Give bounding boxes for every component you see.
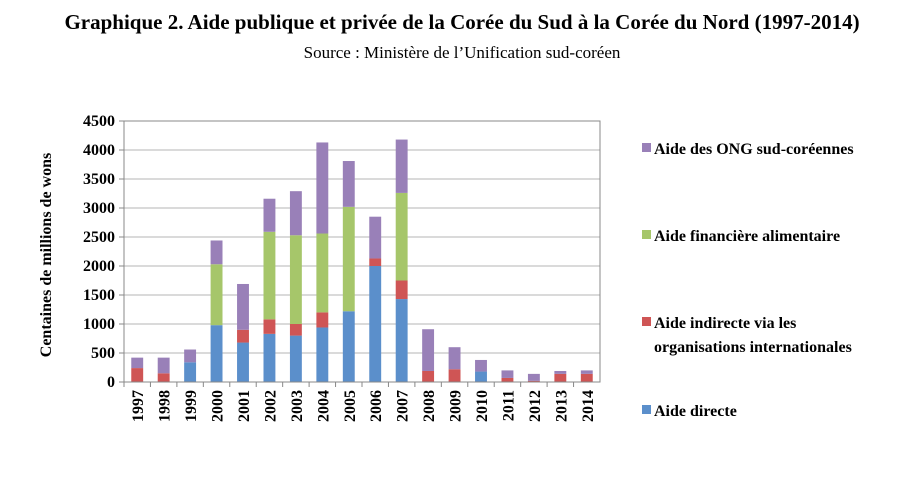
bar-segment bbox=[237, 342, 249, 382]
bar-segment bbox=[263, 231, 276, 320]
x-tick-label: 1997 bbox=[130, 390, 147, 422]
bar-segment bbox=[527, 373, 540, 381]
bar-segment bbox=[316, 312, 329, 328]
bar-segment bbox=[342, 311, 355, 382]
bar-segment bbox=[369, 216, 382, 259]
y-tick-label: 3500 bbox=[83, 171, 115, 188]
bar-segment bbox=[316, 327, 329, 382]
chart-subtitle: Source : Ministère de l’Unification sud-… bbox=[303, 43, 621, 62]
bar-segment bbox=[501, 377, 514, 382]
bar-segment bbox=[289, 191, 302, 236]
bar-segment bbox=[422, 370, 435, 382]
x-tick-label: 2001 bbox=[236, 390, 253, 422]
bar-segment bbox=[131, 357, 144, 369]
legend-swatch bbox=[642, 143, 651, 152]
bar-segment bbox=[210, 325, 223, 382]
y-tick-label: 4500 bbox=[83, 113, 115, 130]
x-tick-label: 2002 bbox=[262, 390, 279, 422]
bar-segment bbox=[263, 198, 276, 232]
bar-segment bbox=[342, 206, 355, 312]
bar-segment bbox=[554, 370, 567, 374]
grid-layer bbox=[124, 120, 600, 383]
x-tick-label: 2009 bbox=[448, 390, 465, 422]
bar-segment bbox=[184, 349, 197, 363]
legend-label: Aide financière alimentaire bbox=[654, 228, 840, 245]
legend-layer: Aide des ONG sud-coréennes Aide financièr… bbox=[642, 141, 854, 420]
bar-segment bbox=[289, 324, 302, 336]
legend-swatch bbox=[642, 405, 651, 414]
y-tick-label: 3000 bbox=[83, 200, 115, 217]
bar-segment bbox=[527, 380, 540, 382]
legend-label: Aide directe bbox=[654, 403, 737, 420]
bar-segment bbox=[475, 359, 487, 372]
bar-segment bbox=[263, 319, 276, 334]
legend-swatch bbox=[642, 230, 651, 239]
bar-segment bbox=[395, 280, 408, 300]
x-tick-label: 2003 bbox=[289, 390, 306, 422]
x-tick-label: 2011 bbox=[500, 390, 517, 421]
bar-segment bbox=[395, 299, 408, 382]
bar-segment bbox=[157, 357, 170, 374]
y-axis-title: Centaines de millions de wons bbox=[38, 153, 55, 357]
bar-segment bbox=[448, 347, 461, 370]
bar-segment bbox=[369, 258, 382, 266]
bar-segment bbox=[554, 373, 567, 382]
x-tick-label: 1999 bbox=[183, 390, 200, 422]
x-tick-label: 2004 bbox=[315, 390, 332, 422]
bar-segment bbox=[263, 333, 276, 382]
axis-layer: 0 500 1000 1500 2000 2500 3000 3500 4000 4500 1997… bbox=[83, 113, 601, 422]
x-tick-label: 2005 bbox=[342, 390, 359, 422]
y-tick-label: 2500 bbox=[83, 229, 115, 246]
bar-segment bbox=[342, 161, 355, 207]
legend-label: Aide des ONG sud-coréennes bbox=[654, 141, 854, 158]
bar-segment bbox=[157, 373, 170, 382]
x-tick-label: 2014 bbox=[580, 390, 597, 422]
y-tick-label: 1500 bbox=[83, 287, 115, 304]
bar-segment bbox=[501, 370, 514, 378]
chart-title: Graphique 2. Aide publique et privée de … bbox=[64, 10, 860, 34]
bar-segment bbox=[369, 266, 382, 382]
legend-label: organisations internationales bbox=[654, 339, 852, 356]
bar-segment bbox=[237, 329, 249, 343]
y-tick-label: 0 bbox=[107, 374, 115, 391]
x-tick-label: 2008 bbox=[421, 390, 438, 422]
bar-segment bbox=[210, 264, 223, 326]
y-tick-label: 500 bbox=[91, 345, 115, 362]
bar-segment bbox=[475, 371, 487, 382]
y-tick-label: 2000 bbox=[83, 258, 115, 275]
bar-segment bbox=[395, 139, 408, 193]
bar-segment bbox=[289, 335, 302, 382]
bar-segment bbox=[237, 283, 249, 330]
bar-segment bbox=[316, 142, 329, 234]
legend-label: Aide indirecte via les bbox=[654, 315, 796, 332]
y-tick-label: 1000 bbox=[83, 316, 115, 333]
bar-segment bbox=[210, 240, 223, 265]
bar-segment bbox=[131, 368, 144, 382]
bar-segment bbox=[184, 362, 197, 382]
legend-swatch bbox=[642, 317, 651, 326]
bar-layer bbox=[131, 139, 593, 382]
x-tick-label: 2013 bbox=[553, 390, 570, 422]
bar-segment bbox=[422, 329, 435, 371]
plot-area bbox=[123, 120, 601, 383]
y-tick-label: 4000 bbox=[83, 142, 115, 159]
x-tick-label: 2006 bbox=[368, 390, 385, 422]
x-tick-label: 2012 bbox=[527, 390, 544, 422]
x-tick-label: 2010 bbox=[474, 390, 491, 422]
bar-segment bbox=[395, 192, 408, 281]
bar-segment bbox=[289, 235, 302, 324]
bar-segment bbox=[580, 373, 593, 382]
x-tick-label: 2007 bbox=[395, 390, 412, 422]
x-tick-label: 1998 bbox=[157, 390, 174, 422]
bar-segment bbox=[448, 369, 461, 382]
x-tick-label: 2000 bbox=[210, 390, 227, 422]
bar-segment bbox=[580, 370, 593, 374]
bar-segment bbox=[316, 233, 329, 313]
